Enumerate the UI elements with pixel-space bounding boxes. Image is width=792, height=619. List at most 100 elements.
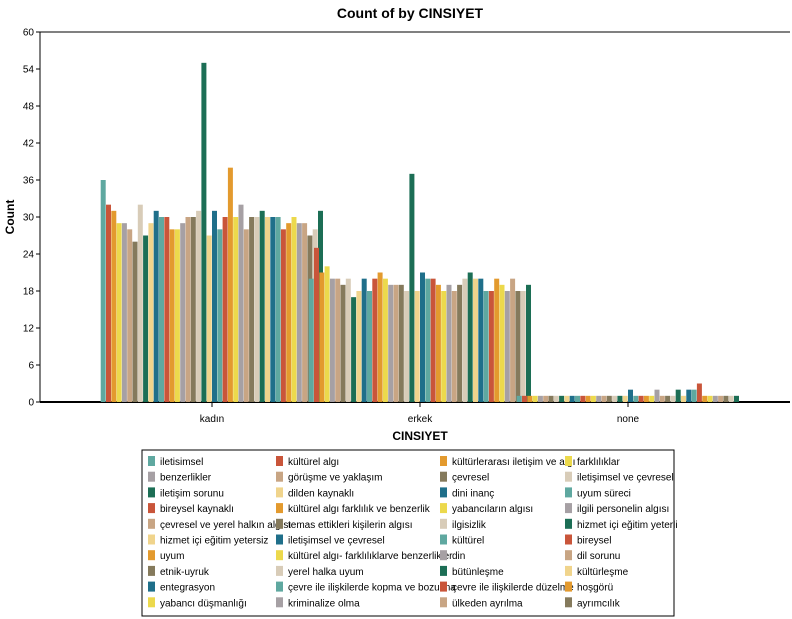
legend-label: çevre ile ilişkilerde kopma ve bozulma xyxy=(288,583,456,594)
bar xyxy=(483,291,489,402)
bar xyxy=(127,229,133,402)
legend-label: hizmet içi eğitim yeterli xyxy=(577,520,678,531)
bar xyxy=(206,235,212,402)
bar xyxy=(302,223,308,402)
bar xyxy=(628,389,633,402)
y-tick-label: 48 xyxy=(23,102,35,113)
bar xyxy=(478,278,484,402)
legend-swatch xyxy=(565,597,572,608)
y-tick-label: 24 xyxy=(23,250,35,261)
bar xyxy=(723,395,729,402)
y-tick-label: 60 xyxy=(23,28,35,39)
legend-swatch xyxy=(565,550,572,561)
bar xyxy=(286,223,292,402)
y-tick-label: 30 xyxy=(23,213,35,224)
bar xyxy=(585,395,591,402)
bar xyxy=(526,284,531,402)
legend-label: iletişimsel ve çevresel xyxy=(288,536,385,547)
legend-label: benzerlikler xyxy=(160,473,212,484)
legend-swatch xyxy=(276,456,283,466)
legend-label: kültürleşme xyxy=(577,567,629,578)
legend-swatch xyxy=(148,487,155,498)
bar xyxy=(280,229,286,402)
legend-swatch xyxy=(276,565,283,576)
legend-swatch xyxy=(440,503,447,514)
legend-swatch xyxy=(148,534,155,545)
y-tick-label: 54 xyxy=(23,65,35,76)
legend: iletisimsel kültürel algı kültürlerarası i… xyxy=(141,449,678,617)
legend-swatch xyxy=(565,471,572,482)
legend-label: dilden kaynaklı xyxy=(288,488,354,499)
bar xyxy=(116,223,122,402)
bar xyxy=(319,272,325,402)
legend-label: ayrımcılık xyxy=(577,598,621,609)
bar xyxy=(345,278,351,402)
legend-swatch xyxy=(276,581,283,592)
bar xyxy=(548,395,554,402)
chart-title: Count of by CINSIYET xyxy=(337,5,484,21)
bar xyxy=(388,284,394,402)
legend-swatch xyxy=(440,534,447,545)
bar xyxy=(696,383,702,402)
legend-swatch xyxy=(440,565,447,576)
bar xyxy=(265,217,270,402)
legend-label: uyum xyxy=(160,551,184,562)
bar xyxy=(409,173,415,402)
bar xyxy=(324,266,330,402)
bar xyxy=(393,284,399,402)
legend-label: çevresel ve yerel halkın algısı xyxy=(160,520,291,531)
bar xyxy=(111,210,117,402)
y-tick-label: 42 xyxy=(23,139,35,150)
legend-swatch xyxy=(565,503,572,514)
bar xyxy=(425,278,431,402)
legend-swatch xyxy=(148,581,155,592)
bar xyxy=(649,395,655,402)
bar xyxy=(728,395,734,402)
legend-label: hoşgörü xyxy=(577,583,613,594)
bar xyxy=(606,395,612,402)
bar xyxy=(329,278,335,402)
legend-swatch xyxy=(440,518,447,529)
y-tick-label: 18 xyxy=(23,287,35,298)
bar xyxy=(712,395,718,402)
bar xyxy=(516,395,522,402)
bar xyxy=(543,395,549,402)
bar xyxy=(435,284,441,402)
bar xyxy=(222,217,228,402)
bar xyxy=(441,291,447,402)
bar xyxy=(153,210,159,402)
bar xyxy=(106,204,111,402)
bar xyxy=(377,272,383,402)
legend-swatch xyxy=(440,597,447,608)
legend-swatch xyxy=(276,503,283,514)
bar xyxy=(675,389,681,402)
legend-label: kültürel xyxy=(452,536,484,547)
legend-swatch xyxy=(565,565,572,576)
bar xyxy=(335,278,341,402)
bar xyxy=(612,395,618,402)
legend-label: kültürel algı xyxy=(288,457,339,468)
bar xyxy=(654,389,660,402)
legend-swatch xyxy=(440,550,447,561)
bar xyxy=(351,297,357,402)
legend-swatch xyxy=(276,534,283,545)
bar xyxy=(553,395,559,402)
legend-label: bireysel xyxy=(577,536,611,547)
bar xyxy=(504,291,510,402)
bar xyxy=(137,204,143,402)
bar xyxy=(238,204,244,402)
legend-label: kültürel algı farklılık ve benzerlik xyxy=(288,504,431,515)
bar xyxy=(451,291,457,402)
bar xyxy=(520,291,526,402)
bar xyxy=(404,291,410,402)
bar xyxy=(718,395,724,402)
bar xyxy=(164,217,170,402)
legend-label: çevre ile ilişkilerde düzelme xyxy=(452,583,574,594)
bar xyxy=(132,241,138,402)
legend-swatch xyxy=(148,550,155,561)
bar xyxy=(681,395,686,402)
bar xyxy=(462,278,468,402)
bar xyxy=(254,217,260,402)
bar xyxy=(259,210,265,402)
legend-label: kriminalize olma xyxy=(288,598,360,609)
